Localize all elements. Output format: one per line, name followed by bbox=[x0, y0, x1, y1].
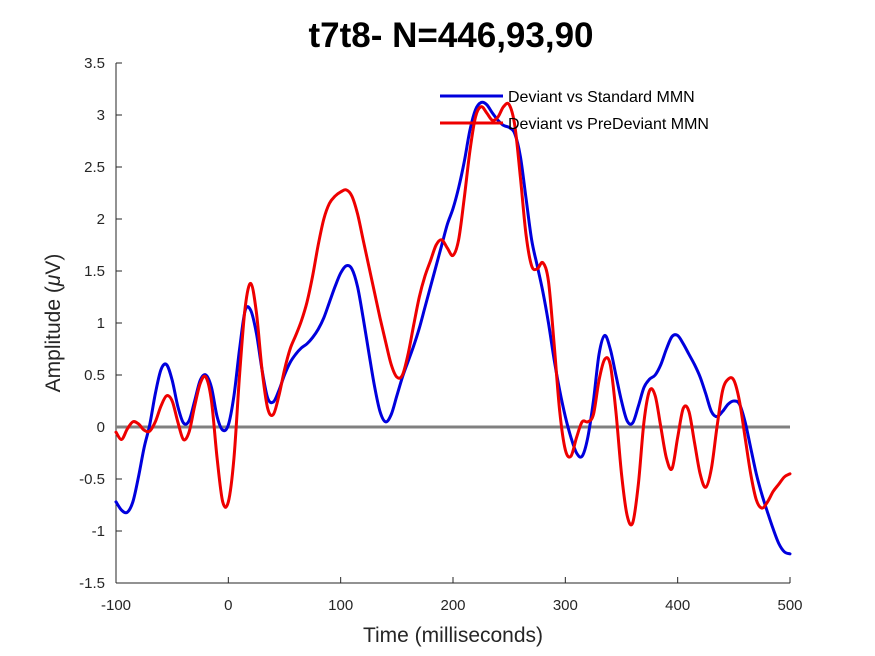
x-tick-label: -100 bbox=[101, 597, 131, 614]
y-axis-label-suffix: V) bbox=[42, 254, 65, 275]
y-tick-label: 3.5 bbox=[84, 55, 105, 72]
y-axis-label-prefix: Amplitude ( bbox=[42, 286, 65, 392]
y-tick-label: -1 bbox=[92, 523, 105, 540]
x-ticks: -100 0 100 200 300 400 500 bbox=[101, 577, 803, 614]
plot-area: -1.5 -1 -0.5 0 0.5 1 1.5 2 2.5 3 3.5 -100 0 100 200 30… bbox=[79, 55, 802, 614]
x-tick-label: 200 bbox=[440, 597, 465, 614]
y-tick-label: -1.5 bbox=[79, 575, 105, 592]
series-line-1 bbox=[114, 100, 792, 556]
y-tick-label: 2 bbox=[97, 211, 105, 228]
y-axis-label-mu: μ bbox=[42, 274, 65, 287]
series-group bbox=[114, 100, 792, 556]
legend-label-2: Deviant vs PreDeviant MMN bbox=[508, 116, 709, 133]
x-tick-label: 0 bbox=[224, 597, 232, 614]
y-tick-label: 1.5 bbox=[84, 263, 105, 280]
y-tick-label: 1 bbox=[97, 315, 105, 332]
x-tick-label: 400 bbox=[665, 597, 690, 614]
y-tick-label: 2.5 bbox=[84, 159, 105, 176]
x-axis-label: Time (milliseconds) bbox=[363, 624, 543, 647]
legend: Deviant vs Standard MMN Deviant vs PreDev… bbox=[440, 89, 709, 133]
y-tick-label: 0.5 bbox=[84, 367, 105, 384]
x-tick-label: 300 bbox=[553, 597, 578, 614]
y-axis-label: Amplitude (μV) bbox=[42, 254, 65, 393]
x-tick-label: 100 bbox=[328, 597, 353, 614]
y-tick-label: 0 bbox=[97, 419, 105, 436]
y-ticks: -1.5 -1 -0.5 0 0.5 1 1.5 2 2.5 3 3.5 bbox=[79, 55, 122, 592]
y-tick-label: -0.5 bbox=[79, 471, 105, 488]
legend-label-1: Deviant vs Standard MMN bbox=[508, 89, 695, 106]
x-tick-label: 500 bbox=[777, 597, 802, 614]
y-tick-label: 3 bbox=[97, 107, 105, 124]
series-line-2 bbox=[114, 101, 792, 527]
chart-title: t7t8- N=446,93,90 bbox=[308, 16, 593, 55]
